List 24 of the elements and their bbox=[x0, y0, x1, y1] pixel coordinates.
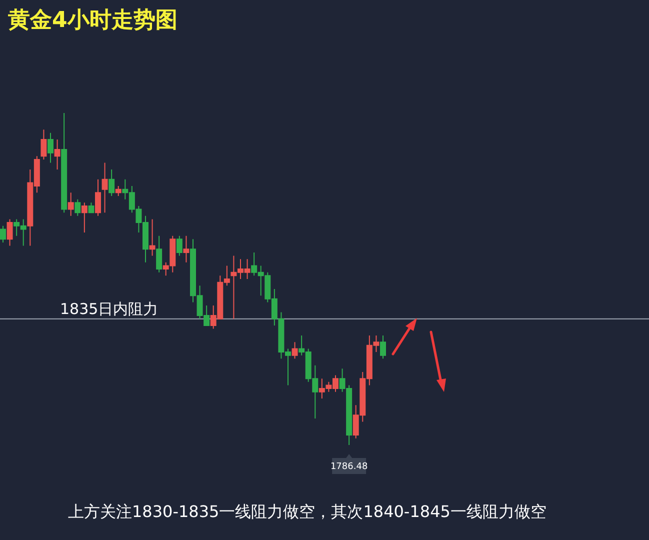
candlestick bbox=[95, 178, 101, 216]
candlestick bbox=[149, 218, 156, 256]
text: 上方关注1830-1835一线阻力做空，其次1840-1845一线阻力做空 bbox=[68, 502, 546, 521]
candlestick bbox=[183, 235, 190, 263]
candlestick bbox=[88, 202, 94, 214]
candlestick bbox=[176, 235, 182, 256]
annotation: 1786.48 bbox=[330, 462, 368, 472]
candlestick bbox=[292, 342, 298, 360]
candlestick bbox=[61, 112, 68, 214]
candlestick bbox=[0, 225, 6, 243]
candlestick bbox=[68, 192, 74, 216]
candlestick bbox=[48, 132, 54, 164]
candlestick bbox=[74, 198, 81, 216]
candlestick bbox=[102, 162, 108, 214]
candlestick bbox=[115, 186, 122, 196]
candlestick bbox=[40, 129, 47, 160]
candlestick bbox=[108, 168, 115, 196]
candlestick bbox=[156, 235, 162, 273]
ref-line-label: 1835日内阻力 bbox=[60, 300, 158, 318]
candlestick bbox=[54, 139, 60, 170]
candlestick bbox=[81, 202, 88, 234]
chart-title: 黄金4小时走势图 bbox=[7, 8, 178, 33]
candlestick bbox=[380, 334, 386, 360]
candlestick bbox=[6, 218, 13, 246]
